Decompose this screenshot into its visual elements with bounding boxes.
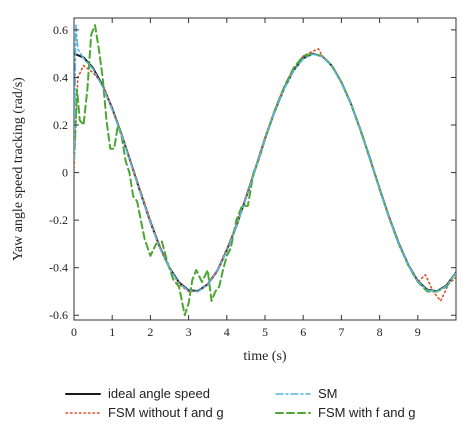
series-line-fsm-with-f-and-g [74,24,456,317]
x-tick-label: 8 [377,325,383,339]
x-tick-label: 4 [224,325,230,339]
plot-area-frame [73,17,457,321]
y-tick-label: 0 [62,166,68,180]
y-axis-ticks: 0.6 0.4 0.2 0 -0.2 -0.4 -0.6 [49,23,456,322]
y-tick-label: 0.2 [53,118,68,132]
x-tick-label: 7 [338,325,344,339]
legend-label: ideal angle speed [108,386,210,401]
x-tick-label: 9 [415,325,421,339]
y-tick-label: -0.2 [49,213,68,227]
series-line-sm [74,24,456,293]
y-tick-label: 0.4 [53,70,68,84]
y-tick-label: 0.6 [53,23,68,37]
x-tick-label: 3 [186,325,192,339]
series-layer [74,24,456,317]
legend-label: FSM with f and g [318,405,416,420]
legend: ideal angle speed SM FSM without f and g FS… [65,386,416,420]
legend-label: SM [318,386,338,401]
x-tick-label: 2 [147,325,153,339]
y-axis-label: Yaw angle speed tracking (rad/s) [11,77,26,261]
x-tick-label: 5 [262,325,268,339]
x-axis-ticks: 0 1 2 3 4 5 6 7 8 9 [71,18,421,339]
series-line-ideal-angle-speed [74,52,456,293]
y-tick-label: -0.6 [49,308,68,322]
x-tick-label: 6 [300,325,306,339]
x-tick-label: 1 [109,325,115,339]
legend-label: FSM without f and g [108,405,224,420]
x-axis-label: time (s) [243,349,286,364]
x-tick-label: 0 [71,325,77,339]
y-tick-label: -0.4 [49,261,68,275]
series-line-fsm-without-f-and-g [74,48,456,302]
